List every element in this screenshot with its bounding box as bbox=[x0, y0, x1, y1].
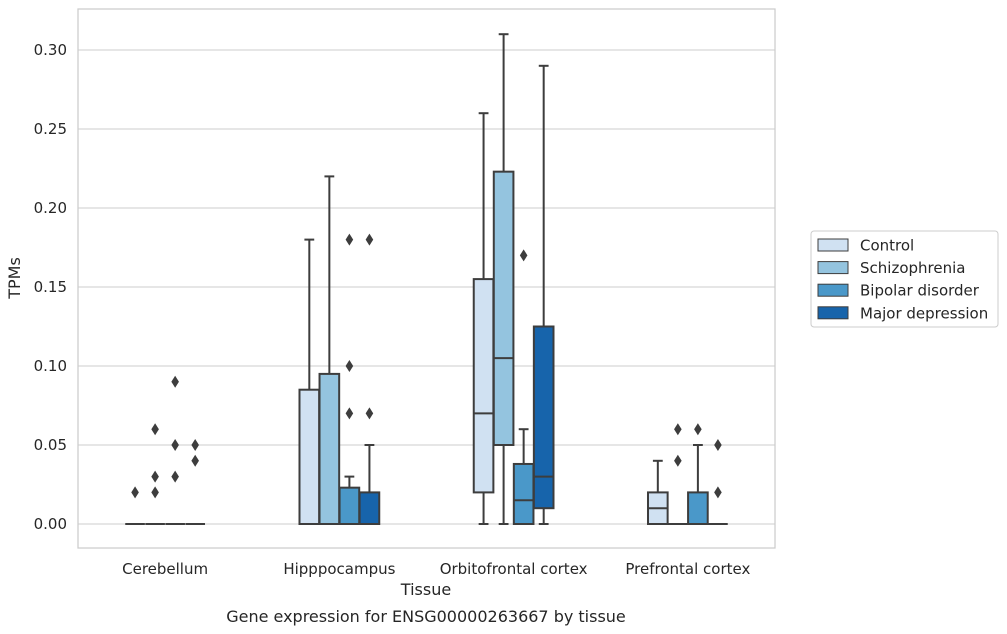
outlier-point bbox=[151, 423, 159, 436]
box-body bbox=[338, 486, 361, 526]
legend: Control Schizophrenia Bipolar disorder Majo… bbox=[810, 230, 999, 328]
outlier-point bbox=[519, 249, 528, 262]
legend-swatch bbox=[817, 238, 849, 252]
box-bipolar-disorder bbox=[165, 375, 185, 525]
box-control bbox=[125, 486, 145, 525]
box-body bbox=[298, 388, 321, 526]
y-tick-label: 0.00 bbox=[34, 515, 67, 533]
box-body bbox=[532, 325, 555, 510]
y-tick-label: 0.15 bbox=[34, 278, 67, 296]
box-groups bbox=[125, 33, 728, 526]
box-bipolar-disorder bbox=[338, 233, 361, 526]
legend-frame bbox=[810, 230, 999, 328]
x-tick-label: Orbitofrontal cortex bbox=[440, 560, 588, 578]
legend-swatch bbox=[817, 261, 849, 275]
legend-swatch bbox=[817, 306, 849, 320]
outlier-point bbox=[131, 486, 139, 499]
y-tick-label: 0.10 bbox=[34, 357, 67, 375]
box-body bbox=[358, 491, 381, 525]
box-schizophrenia bbox=[318, 175, 341, 525]
outlier-point bbox=[171, 439, 179, 451]
box-schizophrenia bbox=[145, 423, 165, 525]
y-axis-label: TPMs bbox=[5, 257, 24, 300]
outlier-point bbox=[714, 486, 722, 499]
outlier-point bbox=[365, 407, 374, 420]
outlier-point bbox=[151, 486, 159, 499]
box-control bbox=[472, 112, 495, 525]
y-tick-labels: 0.00 0.05 0.10 0.15 0.20 0.25 0.30 bbox=[34, 41, 67, 533]
box-major-depression bbox=[358, 233, 381, 525]
y-tick-label: 0.25 bbox=[34, 120, 67, 138]
plot-frame bbox=[77, 8, 776, 549]
box-major-depression bbox=[185, 439, 206, 525]
outlier-point bbox=[345, 407, 354, 420]
legend-label: Major depression bbox=[860, 304, 988, 322]
x-tick-label: Hipppocampus bbox=[283, 560, 395, 578]
y-tick-label: 0.20 bbox=[34, 199, 67, 217]
box-schizophrenia bbox=[668, 423, 688, 525]
x-tick-label: Cerebellum bbox=[122, 560, 208, 578]
legend-label: Bipolar disorder bbox=[860, 282, 980, 300]
box-body bbox=[472, 278, 495, 494]
box-body bbox=[512, 462, 535, 525]
outlier-point bbox=[171, 375, 179, 388]
outlier-point bbox=[345, 360, 354, 372]
outlier-point bbox=[674, 423, 682, 436]
x-tick-label: Prefrontal cortex bbox=[625, 560, 750, 578]
legend-label: Schizophrenia bbox=[860, 259, 965, 277]
plot-background bbox=[78, 9, 775, 548]
legend-label: Control bbox=[860, 237, 914, 255]
outlier-point bbox=[345, 233, 354, 246]
outlier-point bbox=[365, 233, 374, 246]
box-body bbox=[318, 372, 341, 525]
box-body bbox=[687, 491, 709, 525]
chart-caption: Gene expression for ENSG00000263667 by t… bbox=[226, 607, 626, 626]
outlier-point bbox=[151, 470, 159, 483]
outlier-point bbox=[191, 454, 199, 467]
box-schizophrenia bbox=[492, 33, 515, 525]
legend-swatch bbox=[817, 283, 849, 297]
y-tick-label: 0.05 bbox=[34, 436, 67, 454]
x-tick-labels: Cerebellum Hipppocampus Orbitofrontal cort… bbox=[122, 560, 750, 578]
y-tick-label: 0.30 bbox=[34, 41, 67, 59]
box-major-depression bbox=[708, 439, 728, 525]
box-body bbox=[492, 170, 515, 446]
box-control bbox=[646, 459, 669, 525]
outlier-point bbox=[171, 470, 179, 483]
outlier-point bbox=[191, 439, 199, 451]
box-bipolar-disorder bbox=[687, 423, 709, 525]
box-major-depression bbox=[532, 64, 555, 525]
outlier-point bbox=[694, 423, 702, 436]
outlier-point bbox=[674, 454, 682, 467]
box-bipolar-disorder bbox=[512, 249, 535, 525]
outlier-point bbox=[714, 439, 722, 451]
x-axis-label: Tissue bbox=[400, 580, 451, 599]
